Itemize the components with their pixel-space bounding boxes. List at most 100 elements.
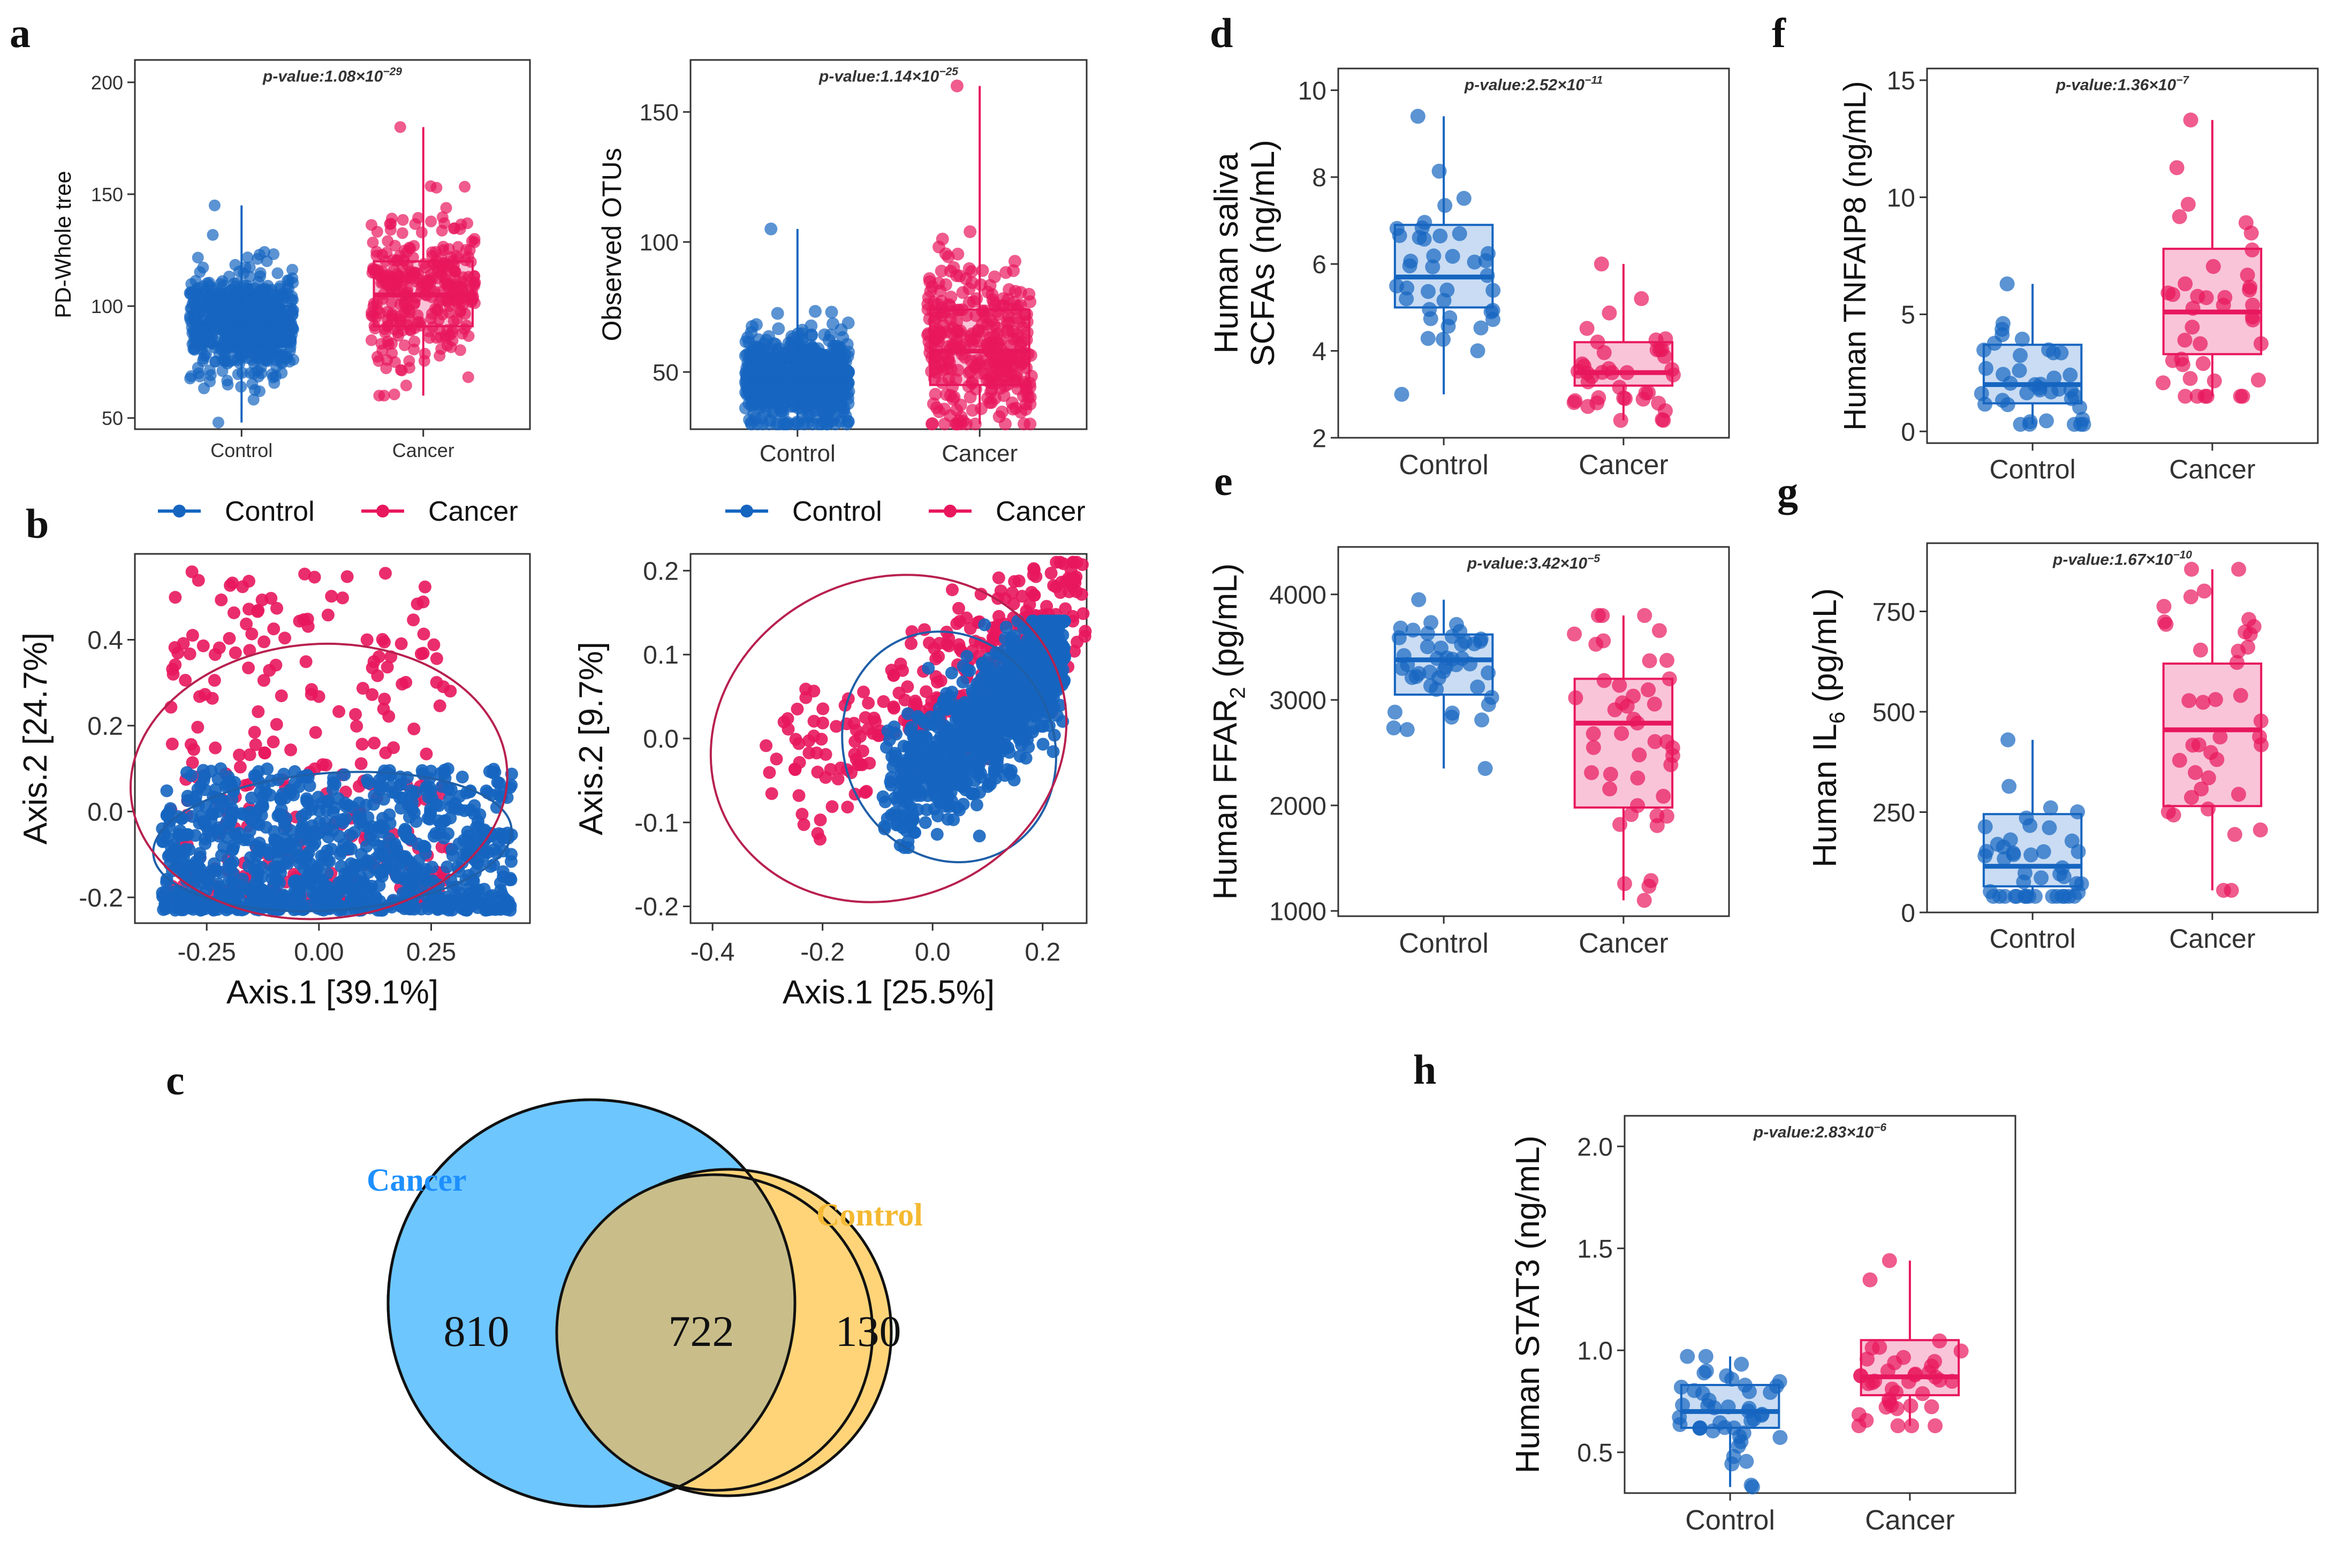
y-tick-label: -0.2	[79, 884, 123, 912]
data-point-cancer	[1568, 690, 1583, 705]
scatter-point-control	[886, 760, 900, 773]
data-point-cancer	[2178, 389, 2193, 404]
x-tick-label: Cancer	[2169, 454, 2255, 484]
data-point-cancer	[1928, 1418, 1943, 1434]
scatter-point-control	[446, 849, 459, 862]
data-point-control	[1423, 311, 1438, 326]
y-tick-label: 6	[1312, 251, 1326, 279]
data-point-control	[1977, 848, 1993, 864]
data-point-cancer	[1634, 291, 1649, 307]
data-point-cancer	[999, 266, 1013, 279]
scatter-point-control	[394, 802, 407, 815]
scatter-point-control	[901, 707, 914, 720]
data-point-cancer	[1584, 765, 1599, 780]
scatter-point-control	[407, 871, 420, 884]
data-point-cancer	[962, 262, 976, 276]
scatter-point-cancer	[371, 669, 384, 682]
scatter-point-control	[902, 754, 915, 767]
scatter-point-cancer	[368, 736, 381, 750]
p-value-exponent: −7	[2176, 74, 2189, 87]
data-point-control	[1724, 1372, 1740, 1387]
data-point-control	[229, 258, 241, 271]
data-point-cancer	[2254, 737, 2269, 752]
data-point-control	[1421, 284, 1436, 299]
data-point-cancer	[2250, 372, 2266, 388]
data-point-cancer	[2201, 770, 2216, 786]
data-point-control	[1399, 722, 1415, 737]
data-point-cancer	[951, 247, 965, 261]
scatter-point-control	[496, 865, 510, 878]
data-point-cancer	[951, 417, 965, 431]
scatter-point-control	[256, 790, 270, 803]
scatter-point-control	[393, 791, 406, 804]
scatter-point-cancer	[894, 657, 907, 671]
data-point-control	[805, 328, 818, 341]
data-point-control	[826, 414, 840, 427]
data-point-cancer	[950, 269, 964, 283]
scatter-point-control	[209, 824, 223, 837]
scatter-point-control	[214, 865, 228, 879]
data-point-control	[745, 326, 758, 339]
y-tick-label: 1.0	[1577, 1337, 1613, 1366]
y-tick-label: 0.2	[643, 557, 679, 585]
scatter-point-cancer	[298, 567, 312, 581]
data-point-control	[1481, 665, 1496, 681]
y-tick-label: 0	[1901, 899, 1915, 927]
data-point-control	[1478, 253, 1493, 269]
scatter-point-control	[890, 749, 903, 763]
data-point-cancer	[969, 361, 983, 374]
data-point-cancer	[2208, 692, 2223, 707]
scatter-point-cancer	[1023, 598, 1036, 611]
y-tick-label: 5	[1901, 301, 1915, 330]
data-point-control	[789, 399, 802, 413]
data-point-control	[225, 289, 237, 301]
scatter-point-cancer	[887, 669, 900, 682]
data-point-cancer	[1591, 390, 1606, 406]
data-point-cancer	[970, 292, 983, 306]
scatter-point-control	[441, 860, 454, 873]
data-point-cancer	[995, 405, 1008, 418]
y-axis-label-part: (pg/mL)	[1207, 564, 1244, 687]
data-point-cancer	[1655, 412, 1670, 428]
data-point-cancer	[424, 268, 437, 280]
data-point-control	[2042, 820, 2057, 835]
data-point-control	[204, 375, 216, 387]
scatter-point-cancer	[191, 720, 204, 734]
scatter-point-control	[406, 803, 419, 816]
scatter-point-control	[953, 803, 966, 817]
data-point-cancer	[1656, 788, 1671, 804]
scatter-point-control	[164, 840, 178, 854]
scatter-point-control	[236, 872, 249, 886]
p-value-exponent: −10	[2173, 549, 2192, 561]
scatter-point-cancer	[350, 720, 363, 733]
data-point-control	[2071, 885, 2086, 900]
data-point-control	[228, 277, 240, 290]
data-point-cancer	[1612, 817, 1628, 832]
scatter-point-cancer	[1012, 574, 1026, 588]
scatter-point-cancer	[257, 635, 271, 649]
scatter-point-cancer	[763, 766, 776, 779]
p-value-text: p-value:1.14×10	[818, 68, 939, 86]
data-point-cancer	[456, 328, 468, 340]
scatter-point-cancer	[1075, 558, 1089, 572]
scatter-point-cancer	[811, 765, 824, 779]
p-value-label: p-value:1.67×10−10	[2052, 549, 2192, 569]
data-point-cancer	[1590, 334, 1605, 350]
scatter-point-cancer	[270, 602, 284, 615]
scatter-point-control	[288, 765, 301, 778]
data-point-cancer	[1903, 1398, 1918, 1413]
plot-frame	[1926, 542, 2319, 914]
scatter-point-control	[494, 877, 507, 890]
scatter-point-cancer	[186, 756, 199, 770]
data-point-cancer	[1023, 391, 1037, 404]
scatter-point-control	[281, 857, 294, 870]
scatter-point-control	[930, 828, 944, 841]
plot-frame	[1624, 1115, 2016, 1494]
scatter-point-control	[321, 823, 334, 836]
data-point-control	[1405, 622, 1421, 638]
scatter-point-cancer	[242, 603, 256, 616]
data-point-cancer	[2183, 589, 2198, 605]
